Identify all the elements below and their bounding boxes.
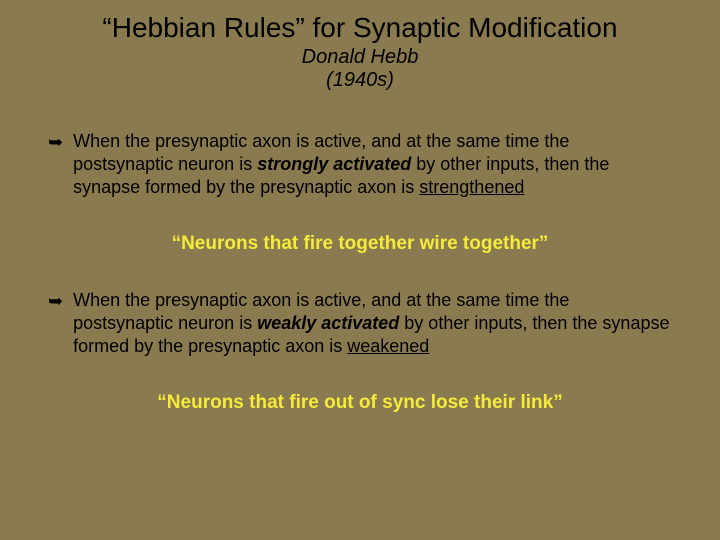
rule-1: ➥ When the presynaptic axon is active, a… [48,130,672,199]
rule-1-underline: strengthened [419,177,524,197]
bullet-arrow-icon: ➥ [48,291,63,312]
subtitle-date: (1940s) [24,69,696,92]
rule-2-text: When the presynaptic axon is active, and… [73,289,672,358]
rule-2-emphasis: weakly activated [257,313,399,333]
quote-2: “Neurons that fire out of sync lose thei… [24,392,696,414]
slide-title: “Hebbian Rules” for Synaptic Modificatio… [24,12,696,44]
rule-2-underline: weakened [347,336,429,356]
rule-2: ➥ When the presynaptic axon is active, a… [48,289,672,358]
bullet-arrow-icon: ➥ [48,132,63,153]
quote-1: “Neurons that fire together wire togethe… [24,233,696,255]
subtitle-author: Donald Hebb [24,46,696,69]
rule-1-text: When the presynaptic axon is active, and… [73,130,672,199]
rule-1-emphasis: strongly activated [257,154,411,174]
